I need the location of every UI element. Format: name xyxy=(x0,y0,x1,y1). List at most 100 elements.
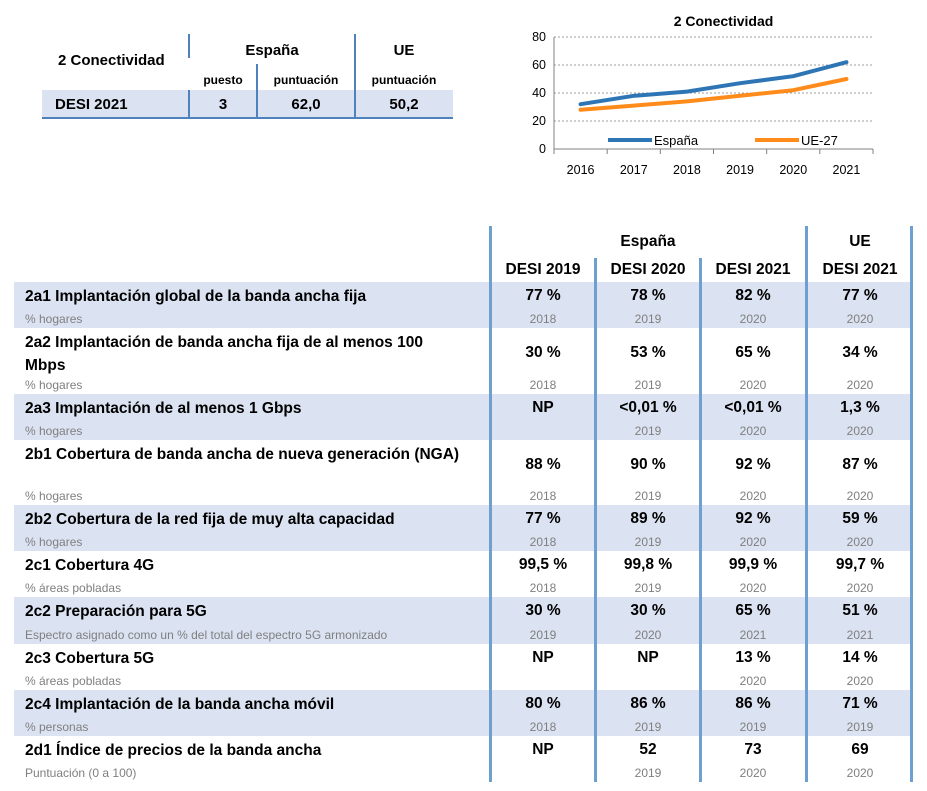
row-title: 2c1 Cobertura 4G xyxy=(25,557,155,574)
x-tick-label: 2020 xyxy=(779,163,807,177)
column-divider xyxy=(910,226,913,782)
column-header: DESI 2019 xyxy=(505,261,581,278)
cell-value: 51 % xyxy=(842,602,878,619)
legend-label: España xyxy=(654,133,699,148)
summary-score: 62,0 xyxy=(291,96,321,113)
cell-value: 71 % xyxy=(842,695,878,712)
legend-label: UE-27 xyxy=(801,133,838,148)
cell-year: 2018 xyxy=(529,312,557,326)
cell-value: 53 % xyxy=(630,344,666,361)
cell-year: 2020 xyxy=(739,378,767,392)
cell-value: 99,5 % xyxy=(518,556,568,573)
cell-year: 2020 xyxy=(846,535,874,549)
x-tick-label: 2016 xyxy=(567,163,595,177)
cell-value: 69 xyxy=(851,741,869,758)
summary-eu-score: 50,2 xyxy=(389,96,419,113)
row-unit: % hogares xyxy=(25,535,83,549)
cell-year: 2018 xyxy=(529,378,557,392)
cell-value: 30 % xyxy=(525,344,561,361)
summary-divider xyxy=(188,34,190,58)
cell-value: NP xyxy=(532,399,554,416)
cell-value: 92 % xyxy=(735,456,771,473)
row-unit: % áreas pobladas xyxy=(25,581,122,595)
column-divider xyxy=(805,226,808,782)
cell-year: 2018 xyxy=(529,535,557,549)
summary-rank: 3 xyxy=(218,96,228,113)
cell-year: 2019 xyxy=(634,312,662,326)
column-header: DESI 2021 xyxy=(822,261,898,278)
cell-year: 2019 xyxy=(634,535,662,549)
cell-value: 30 % xyxy=(630,602,666,619)
row-unit: % hogares xyxy=(25,312,83,326)
row-title: 2a3 Implantación de al menos 1 Gbps xyxy=(25,400,302,417)
cell-value: NP xyxy=(637,649,659,666)
cell-year: 2020 xyxy=(846,489,874,503)
summary-eu-score-label: puntuación xyxy=(371,73,437,87)
row-unit: % personas xyxy=(25,720,89,734)
cell-year: 2020 xyxy=(739,489,767,503)
cell-year: 2019 xyxy=(634,378,662,392)
row-unit: % hogares xyxy=(25,378,83,392)
cell-value: 65 % xyxy=(735,602,771,619)
row-title: 2a1 Implantación global de la banda anch… xyxy=(25,288,367,305)
cell-value: 89 % xyxy=(630,510,666,527)
cell-value: 99,9 % xyxy=(728,556,778,573)
cell-value: <0,01 % xyxy=(619,399,677,416)
cell-year: 2020 xyxy=(739,674,767,688)
chart-title: 2 Conectividad xyxy=(674,13,774,29)
cell-year: 2020 xyxy=(739,766,767,780)
cell-year: 2020 xyxy=(846,312,874,326)
y-tick-label: 60 xyxy=(532,58,546,72)
row-title: 2b2 Cobertura de la red fija de muy alta… xyxy=(25,511,395,528)
x-tick-label: 2021 xyxy=(833,163,861,177)
y-tick-label: 40 xyxy=(532,86,546,100)
cell-year: 2020 xyxy=(739,535,767,549)
summary-score-label: puntuación xyxy=(273,73,339,87)
row-unit: % áreas pobladas xyxy=(25,674,122,688)
cell-value: 78 % xyxy=(630,287,666,304)
summary-title: 2 Conectividad xyxy=(58,52,165,69)
cell-value: NP xyxy=(532,741,554,758)
cell-year: 2020 xyxy=(846,674,874,688)
summary-spain-header: España xyxy=(245,42,299,59)
summary-rank-label: puesto xyxy=(203,73,243,87)
x-tick-label: 2019 xyxy=(726,163,754,177)
summary-divider xyxy=(188,90,190,119)
y-tick-label: 0 xyxy=(539,142,546,156)
cell-year: 2018 xyxy=(529,489,557,503)
connectivity-line-chart: 2 Conectividad 0 20 40 60 80 2016 2017 2018 2019 2… xyxy=(532,13,874,177)
cell-value: 73 xyxy=(744,741,762,758)
cell-value: 99,8 % xyxy=(623,556,673,573)
summary-band xyxy=(42,90,453,117)
cell-year: 2019 xyxy=(529,628,557,642)
cell-value: 77 % xyxy=(842,287,878,304)
cell-year: 2019 xyxy=(634,489,662,503)
cell-value: 88 % xyxy=(525,456,561,473)
cell-year: 2021 xyxy=(846,628,874,642)
row-unit: % hogares xyxy=(25,489,83,503)
cell-year: 2018 xyxy=(529,581,557,595)
series-line-spain xyxy=(578,60,849,107)
cell-value: 14 % xyxy=(842,649,878,666)
cell-year: 2019 xyxy=(739,720,767,734)
row-band xyxy=(14,282,913,328)
column-header: DESI 2021 xyxy=(715,261,791,278)
cell-value: 77 % xyxy=(525,510,561,527)
summary-divider xyxy=(256,64,258,119)
cell-value: 77 % xyxy=(525,287,561,304)
row-unit: Puntuación (0 a 100) xyxy=(25,766,137,780)
summary-divider xyxy=(354,34,356,119)
cell-value: 52 xyxy=(639,741,657,758)
summary-row-label: DESI 2021 xyxy=(55,96,128,113)
cell-value: 99,7 % xyxy=(835,556,885,573)
cell-value: 1,3 % xyxy=(840,399,880,416)
cell-year: 2019 xyxy=(634,424,662,438)
row-title: 2c3 Cobertura 5G xyxy=(25,650,155,667)
row-title: 2b1 Cobertura de banda ancha de nueva ge… xyxy=(25,446,460,463)
cell-year: 2019 xyxy=(634,720,662,734)
row-band xyxy=(14,505,913,551)
cell-value: 34 % xyxy=(842,344,878,361)
row-band xyxy=(14,597,913,644)
cell-year: 2020 xyxy=(846,424,874,438)
cell-year: 2020 xyxy=(846,378,874,392)
